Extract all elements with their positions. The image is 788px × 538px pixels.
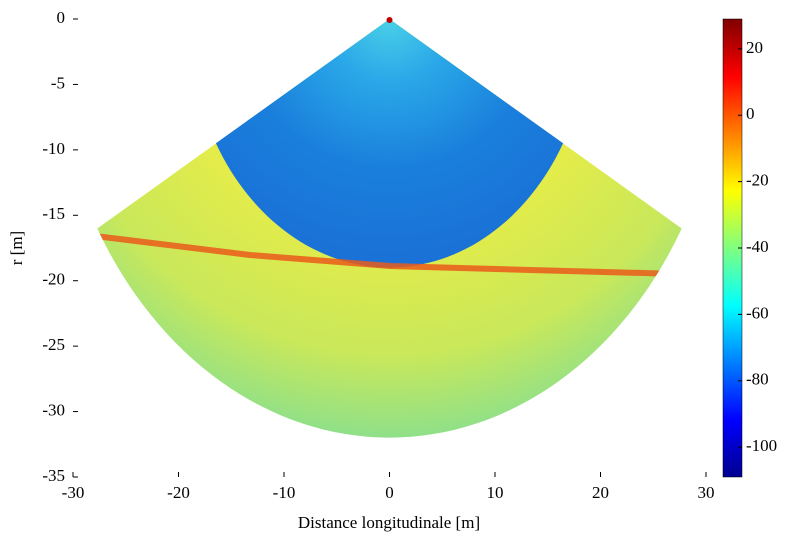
y-tick-label: -15 — [42, 204, 65, 223]
y-tick-label: 0 — [57, 8, 66, 27]
x-tick-label: 10 — [487, 483, 504, 502]
y-tick-label: -20 — [42, 270, 65, 289]
x-tick-label: 0 — [385, 483, 394, 502]
y-axis-label: r [m] — [7, 231, 26, 265]
colorbar-tick-label: -60 — [746, 303, 769, 322]
colorbar-tick-label: -80 — [746, 370, 769, 389]
colorbar-tick-label: 20 — [746, 38, 763, 57]
x-tick-label: -30 — [62, 483, 85, 502]
colorbar-tick-label: 0 — [746, 104, 755, 123]
x-tick-label: -10 — [273, 483, 296, 502]
y-tick-label: -35 — [42, 466, 65, 485]
y-tick-label: -25 — [42, 335, 65, 354]
colorbar-tick-label: -40 — [746, 237, 769, 256]
x-tick-label: 30 — [698, 483, 715, 502]
y-tick-label: -5 — [51, 73, 65, 92]
x-axis-label: Distance longitudinale [m] — [298, 513, 480, 532]
x-tick-label: -20 — [167, 483, 190, 502]
y-tick-label: -10 — [42, 139, 65, 158]
colorbar-tick-label: -20 — [746, 171, 769, 190]
x-tick-label: 20 — [592, 483, 609, 502]
y-tick-label: -30 — [42, 400, 65, 419]
heatmap-image — [97, 17, 682, 438]
colorbar-tick-label: -100 — [746, 436, 777, 455]
